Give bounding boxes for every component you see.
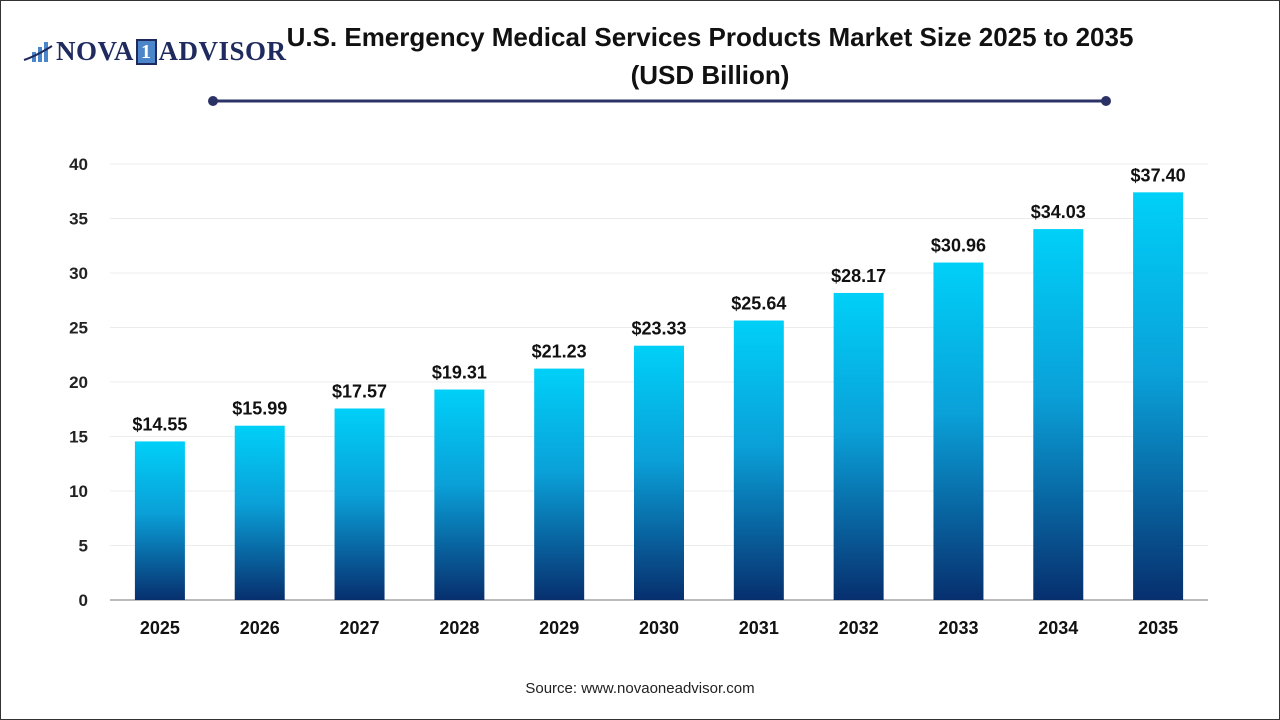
y-tick-label: 35 [69, 210, 88, 229]
data-label-2027: $17.57 [332, 381, 387, 401]
y-tick-label: 40 [69, 155, 88, 174]
x-tick-label-2033: 2033 [938, 618, 978, 638]
x-tick-label-2032: 2032 [839, 618, 879, 638]
data-label-2030: $23.33 [631, 319, 686, 339]
bar-2025 [134, 441, 185, 600]
title-underline-dot-left [208, 96, 218, 106]
x-tick-label-2028: 2028 [439, 618, 479, 638]
x-tick-label-2034: 2034 [1038, 618, 1078, 638]
y-tick-label: 5 [79, 537, 88, 556]
x-tick-label-2031: 2031 [739, 618, 779, 638]
x-tick-label-2029: 2029 [539, 618, 579, 638]
y-tick-label: 15 [69, 428, 88, 447]
bar-2030 [634, 345, 684, 600]
data-label-2032: $28.17 [831, 266, 886, 286]
bar-2028 [434, 389, 485, 600]
data-label-2031: $25.64 [731, 294, 786, 314]
bar-2034 [1033, 229, 1084, 600]
data-label-2034: $34.03 [1031, 202, 1086, 222]
x-tick-label-2035: 2035 [1138, 618, 1178, 638]
data-label-2026: $15.99 [232, 399, 287, 419]
bar-2035 [1133, 192, 1184, 600]
data-label-2033: $30.96 [931, 236, 986, 256]
bar-2027 [334, 408, 385, 600]
x-tick-label-2030: 2030 [639, 618, 679, 638]
y-tick-label: 30 [69, 264, 88, 283]
x-tick-label-2027: 2027 [340, 618, 380, 638]
chart-title: U.S. Emergency Medical Services Products… [286, 22, 1134, 90]
y-tick-label: 25 [69, 319, 88, 338]
x-tick-label-2026: 2026 [240, 618, 280, 638]
y-tick-label: 0 [79, 591, 88, 610]
x-tick-label-2025: 2025 [140, 618, 180, 638]
title-underline-dot-right [1101, 96, 1111, 106]
bar-2032 [833, 292, 884, 600]
logo-text-advisor: ADVISOR [158, 36, 287, 66]
logo-bars-icon [23, 41, 53, 62]
bar-2026 [234, 425, 285, 600]
logo-text-one: 1 [136, 38, 157, 65]
data-label-2029: $21.23 [532, 342, 587, 362]
bar-2033 [933, 262, 984, 600]
data-label-2028: $19.31 [432, 363, 487, 383]
y-tick-label: 20 [69, 373, 88, 392]
logo-text-nova: NOVA [56, 36, 135, 66]
data-label-2025: $14.55 [132, 414, 187, 434]
bar-2031 [733, 320, 784, 600]
source-note: Source: www.novaoneadvisor.com [525, 680, 755, 697]
logo: NOVA 1 ADVISOR [22, 36, 287, 67]
bar-2029 [534, 368, 585, 600]
data-label-2035: $37.40 [1131, 165, 1186, 185]
y-tick-label: 10 [69, 482, 88, 501]
